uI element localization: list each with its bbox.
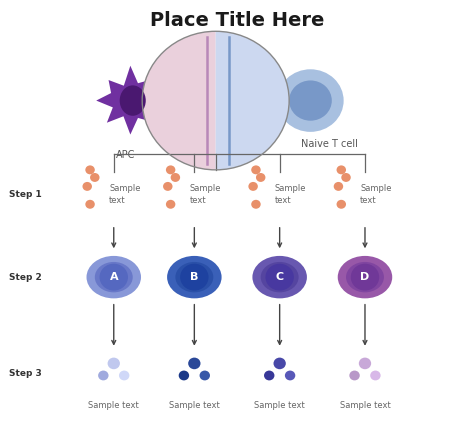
Circle shape [90, 173, 100, 182]
Polygon shape [96, 66, 166, 135]
Ellipse shape [261, 262, 299, 292]
Text: Sample
text: Sample text [109, 184, 140, 205]
Circle shape [82, 182, 92, 191]
Text: Sample
text: Sample text [190, 184, 221, 205]
Circle shape [285, 371, 295, 380]
Text: D: D [360, 272, 370, 282]
Circle shape [119, 371, 129, 380]
Circle shape [85, 165, 95, 174]
Ellipse shape [252, 256, 307, 299]
Ellipse shape [167, 256, 221, 299]
Text: Step 2: Step 2 [9, 273, 42, 282]
Ellipse shape [86, 256, 141, 299]
Circle shape [142, 31, 289, 170]
Text: C: C [275, 272, 284, 282]
Wedge shape [216, 31, 289, 170]
Circle shape [264, 371, 274, 380]
Text: Sample text: Sample text [88, 401, 139, 410]
Circle shape [248, 182, 258, 191]
Circle shape [256, 173, 265, 182]
Text: A: A [109, 272, 118, 282]
Circle shape [289, 80, 332, 121]
Text: Sample text: Sample text [254, 401, 305, 410]
Circle shape [351, 264, 379, 291]
Circle shape [359, 358, 371, 369]
Circle shape [251, 165, 261, 174]
Circle shape [98, 371, 109, 380]
Circle shape [108, 358, 120, 369]
Text: Naive T cell: Naive T cell [301, 139, 358, 149]
Circle shape [337, 165, 346, 174]
Text: B: B [190, 272, 199, 282]
Ellipse shape [346, 262, 384, 292]
Circle shape [85, 200, 95, 209]
Circle shape [273, 358, 286, 369]
Ellipse shape [119, 85, 146, 116]
Circle shape [171, 173, 180, 182]
Text: Step 3: Step 3 [9, 369, 42, 378]
Circle shape [188, 358, 201, 369]
Text: Sample text: Sample text [339, 401, 391, 410]
Ellipse shape [337, 256, 392, 299]
Text: Step 1: Step 1 [9, 190, 42, 199]
Circle shape [100, 264, 128, 291]
Circle shape [349, 371, 360, 380]
Text: Sample
text: Sample text [360, 184, 392, 205]
Text: Sample
text: Sample text [275, 184, 306, 205]
Text: APC: APC [116, 151, 135, 160]
Circle shape [337, 200, 346, 209]
Circle shape [163, 182, 173, 191]
Text: Sample text: Sample text [169, 401, 220, 410]
Circle shape [251, 200, 261, 209]
Circle shape [370, 371, 381, 380]
Circle shape [180, 264, 209, 291]
Wedge shape [142, 31, 216, 170]
Ellipse shape [95, 262, 133, 292]
Circle shape [334, 182, 343, 191]
Circle shape [277, 69, 344, 132]
Ellipse shape [175, 262, 213, 292]
Circle shape [166, 165, 175, 174]
Circle shape [265, 264, 294, 291]
Circle shape [200, 371, 210, 380]
Circle shape [166, 200, 175, 209]
Circle shape [341, 173, 351, 182]
Circle shape [179, 371, 189, 380]
Text: Place Title Here: Place Title Here [150, 11, 324, 30]
